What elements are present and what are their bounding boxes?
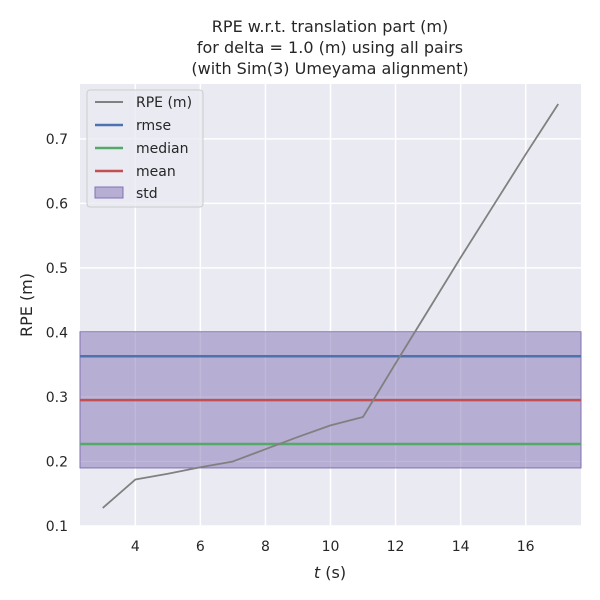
x-tick-label: 4 — [131, 539, 140, 555]
legend-label-std: std — [136, 186, 158, 202]
x-tick-label: 14 — [452, 539, 470, 555]
y-tick-label: 0.1 — [46, 519, 68, 535]
x-tick-label: 8 — [261, 539, 270, 555]
y-tick-label: 0.6 — [46, 196, 68, 212]
legend-label-rmse: rmse — [136, 118, 171, 134]
legend-swatch-std — [94, 186, 124, 199]
legend-label-rpe: RPE (m) — [136, 95, 192, 111]
y-tick-label: 0.7 — [46, 132, 68, 148]
y-axis-label: RPE (m) — [17, 273, 36, 337]
stat-lines-layer — [80, 355, 581, 446]
series-layer — [102, 103, 559, 509]
rpe-series-line — [102, 103, 559, 509]
x-tick-label: 16 — [517, 539, 535, 555]
x-tick-labels: 4 6 8 10 12 14 16 — [131, 539, 535, 555]
y-tick-label: 0.3 — [46, 390, 68, 406]
legend: RPE (m) rmse median mean std — [86, 89, 204, 208]
y-tick-label: 0.5 — [46, 261, 68, 277]
x-axis-label: t (s) — [314, 563, 346, 582]
y-tick-label: 0.4 — [46, 325, 68, 341]
x-tick-label: 10 — [322, 539, 340, 555]
x-tick-label: 12 — [387, 539, 405, 555]
chart-title-line-1: RPE w.r.t. translation part (m) — [212, 17, 448, 36]
y-tick-label: 0.2 — [46, 454, 68, 470]
y-tick-labels: 0.1 0.2 0.3 0.4 0.5 0.6 0.7 — [46, 132, 68, 535]
legend-box — [86, 89, 204, 208]
chart-title-line-2: for delta = 1.0 (m) using all pairs — [197, 38, 463, 57]
x-tick-label: 6 — [196, 539, 205, 555]
chart-title: RPE w.r.t. translation part (m) for delt… — [191, 17, 468, 78]
legend-label-median: median — [136, 141, 188, 157]
chart-title-line-3: (with Sim(3) Umeyama alignment) — [191, 59, 468, 78]
legend-label-mean: mean — [136, 164, 176, 180]
